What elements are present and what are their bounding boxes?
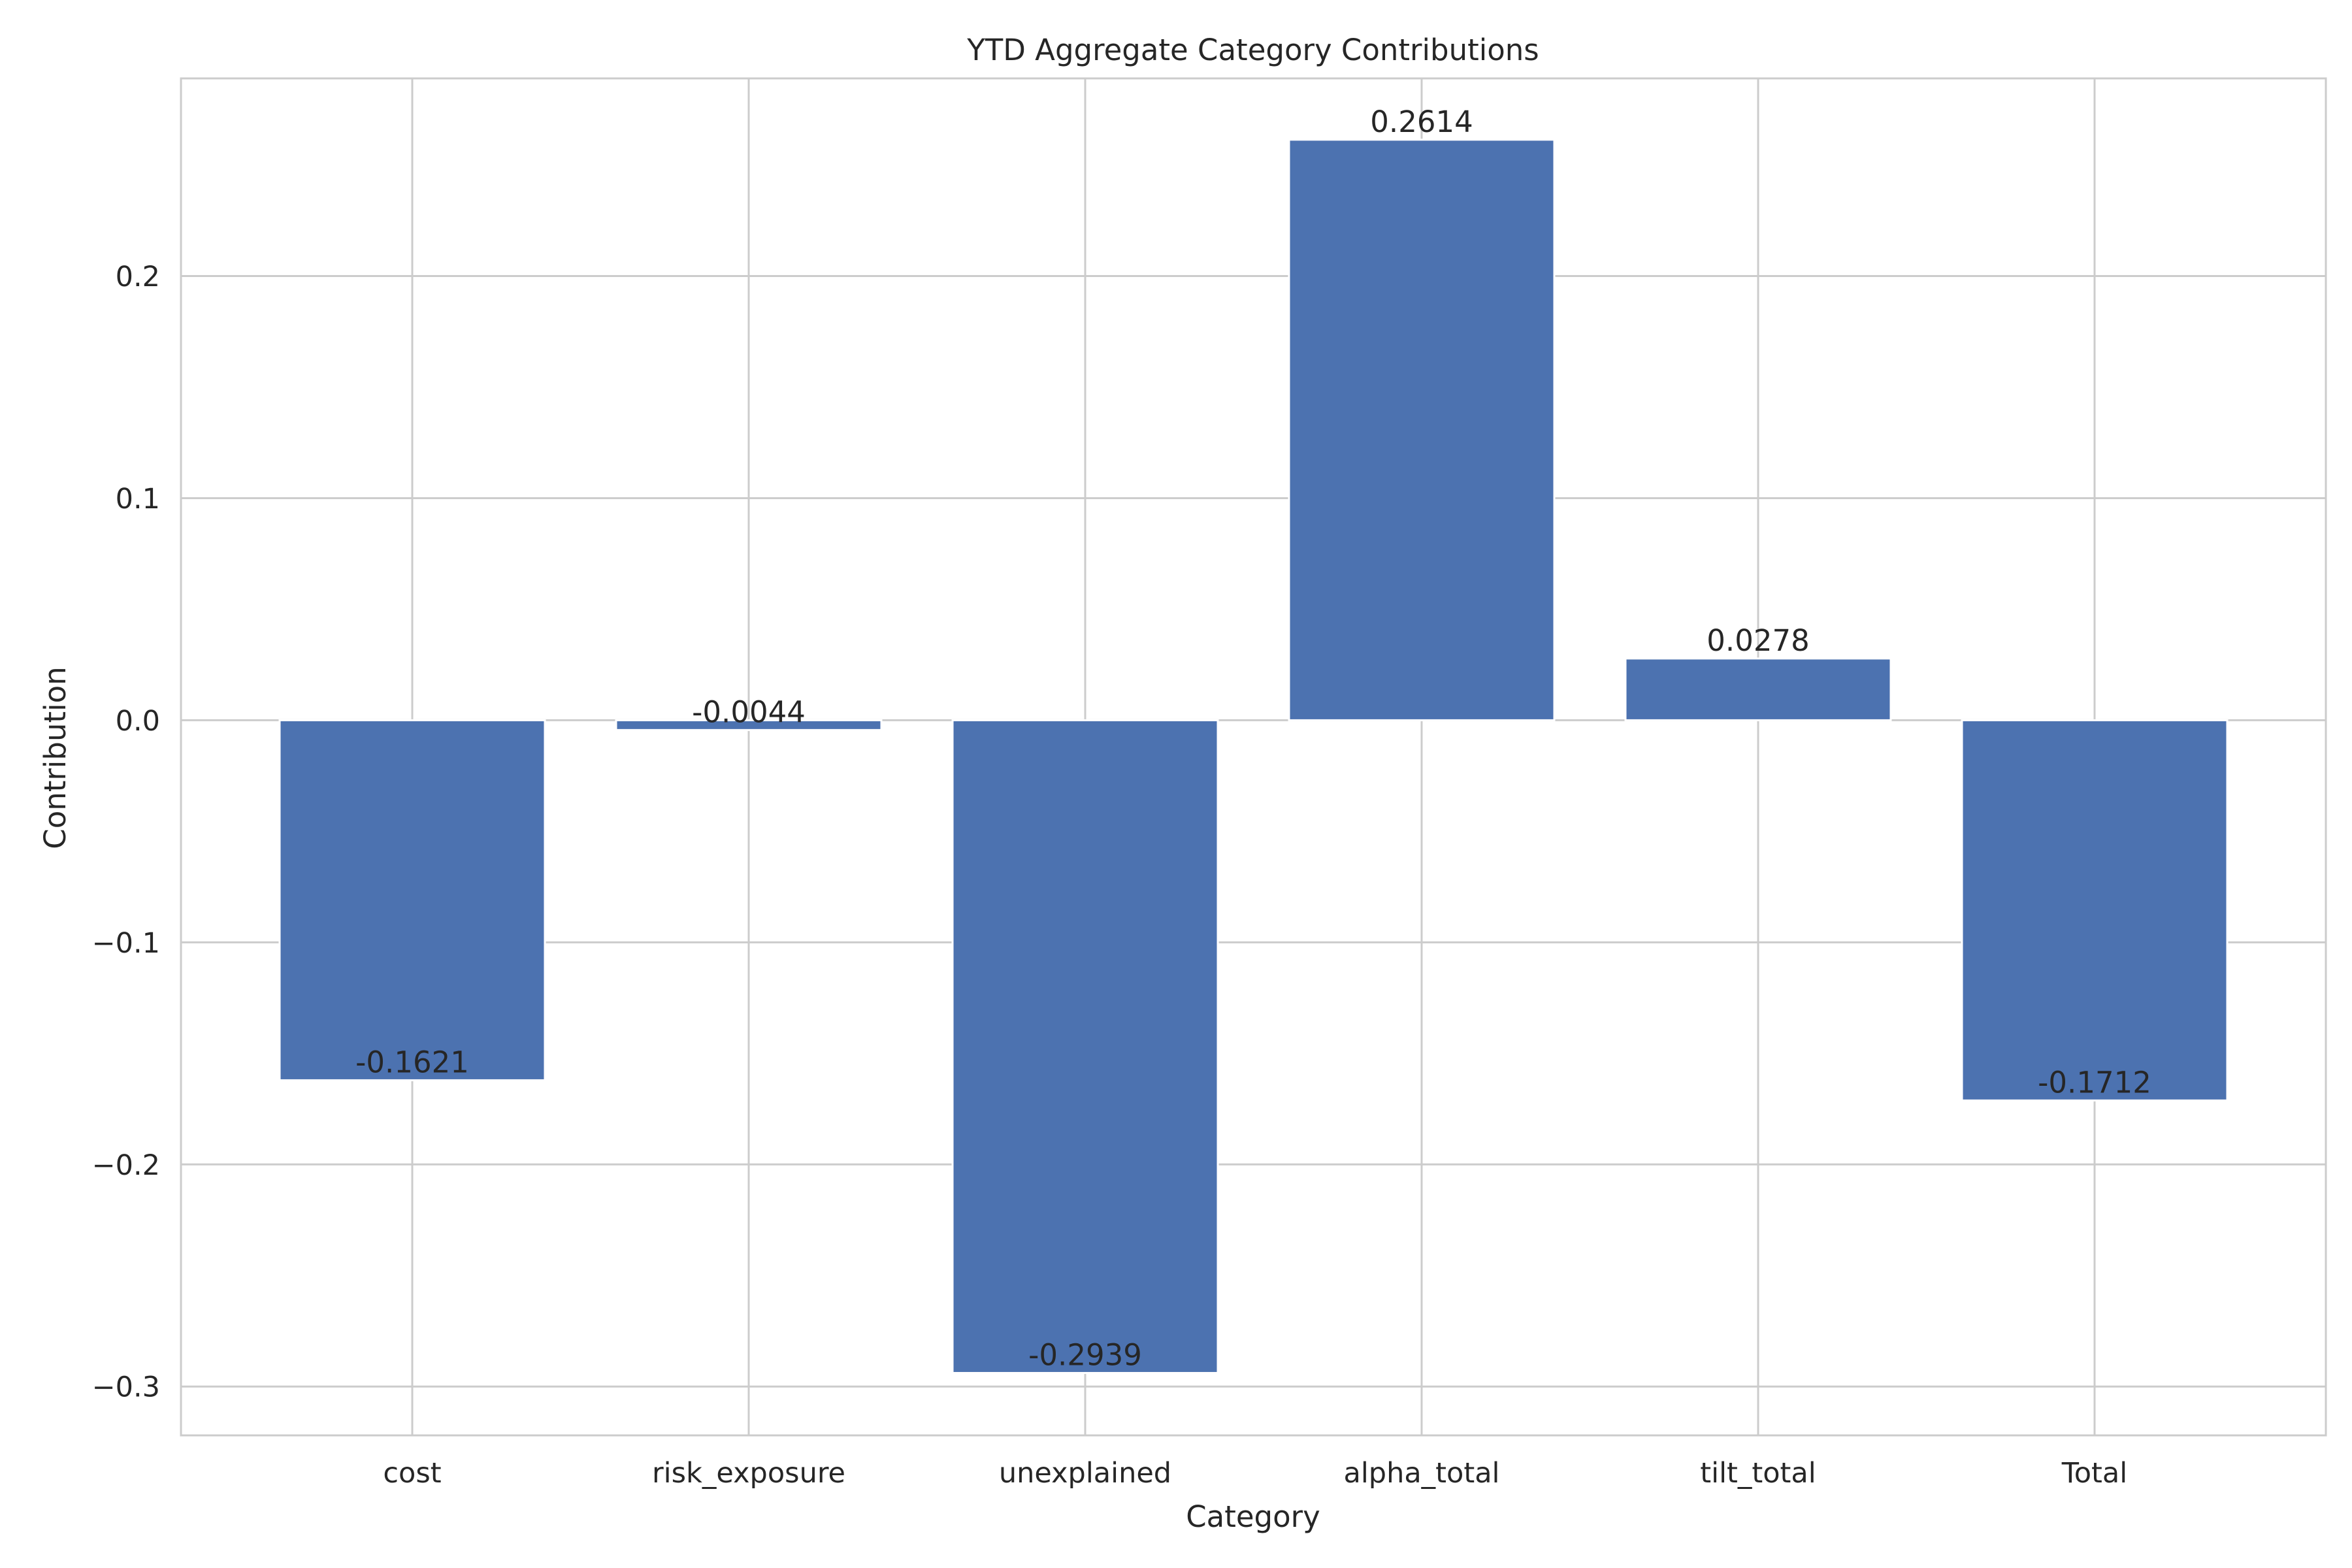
x-axis-label: Category — [1186, 1499, 1320, 1534]
x-tick-label: Total — [2061, 1457, 2127, 1490]
y-tick-label: 0.0 — [116, 705, 160, 738]
bar-unexplained — [951, 719, 1219, 1374]
y-tick-label: 0.1 — [116, 483, 160, 515]
y-tick-label: −0.1 — [92, 927, 160, 960]
y-tick-label: −0.3 — [92, 1371, 160, 1404]
bar-value-label: 0.0278 — [1707, 623, 1809, 658]
plot-frame — [180, 77, 2327, 1437]
bar-total — [1961, 719, 2229, 1102]
bar-value-label: -0.1621 — [355, 1045, 469, 1079]
x-tick-label: alpha_total — [1343, 1457, 1499, 1490]
bar-risk-exposure — [615, 719, 883, 731]
y-tick-labels: 0.2 0.1 0.0 −0.1 −0.2 −0.3 — [92, 261, 160, 1404]
bar-tilt-total — [1624, 657, 1892, 721]
y-tick-label: −0.2 — [92, 1149, 160, 1182]
y-axis-label: Contribution — [38, 666, 73, 849]
x-tick-label: tilt_total — [1700, 1457, 1816, 1490]
bar-value-label: -0.2939 — [1028, 1337, 1142, 1372]
x-tick-label: unexplained — [999, 1457, 1171, 1490]
bar-value-label: -0.0044 — [692, 694, 806, 729]
bar-value-label: -0.1712 — [2038, 1065, 2151, 1100]
bars — [278, 139, 2229, 1374]
bar-cost — [278, 719, 546, 1081]
bar-value-label: 0.2614 — [1370, 105, 1473, 139]
bar-alpha-total — [1288, 139, 1556, 721]
x-tick-label: cost — [383, 1457, 441, 1490]
chart-title: YTD Aggregate Category Contributions — [966, 33, 1539, 67]
x-tick-label: risk_exposure — [652, 1457, 845, 1490]
value-labels: -0.1621 -0.0044 -0.2939 0.2614 0.0278 -0.1712 — [355, 105, 2151, 1373]
y-tick-label: 0.2 — [116, 261, 160, 293]
x-tick-labels: cost risk_exposure unexplained alpha_total t… — [383, 1457, 2127, 1490]
